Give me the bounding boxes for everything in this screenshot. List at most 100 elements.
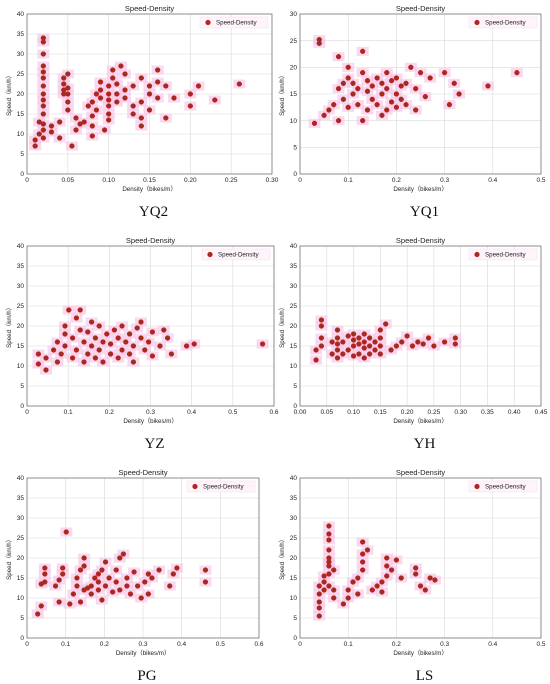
legend-label: Speed-Density: [203, 484, 244, 491]
data-point: [393, 91, 400, 97]
data-point: [81, 555, 87, 561]
data-point: [106, 83, 112, 89]
y-axis-label: Speed（km/h）: [6, 72, 13, 116]
data-point: [451, 80, 457, 86]
data-point: [89, 123, 95, 129]
x-tick-label: 0.00: [294, 409, 307, 416]
data-point: [331, 595, 337, 601]
legend-label: Speed-Density: [485, 484, 526, 491]
data-point: [96, 323, 102, 329]
data-point: [138, 115, 144, 121]
y-tick-label: 15: [17, 575, 25, 582]
data-point: [42, 565, 48, 571]
y-tick-label: 30: [290, 283, 298, 290]
data-point: [35, 361, 42, 367]
chart-title: Speed-Density: [396, 236, 445, 245]
data-point: [335, 86, 342, 92]
data-point: [329, 339, 335, 345]
data-point: [364, 88, 371, 94]
data-point: [119, 323, 125, 329]
data-point: [155, 67, 161, 73]
data-point: [355, 575, 361, 581]
data-point: [350, 579, 356, 585]
data-point: [114, 91, 120, 97]
plot-frame: [26, 477, 260, 639]
y-tick-label: 30: [17, 515, 25, 522]
y-tick-label: 40: [17, 243, 25, 250]
data-point: [81, 359, 87, 365]
data-point: [95, 579, 102, 585]
data-point: [65, 107, 71, 113]
data-point: [404, 333, 410, 339]
x-tick-label: 0.5: [228, 409, 237, 416]
data-point: [61, 81, 67, 87]
data-point: [65, 85, 71, 91]
x-axis-label: Density（bikes/m）: [393, 650, 447, 657]
data-point: [63, 529, 69, 535]
legend-marker: [474, 251, 480, 258]
data-point: [97, 79, 104, 85]
data-point: [110, 75, 116, 81]
data-point: [119, 347, 125, 353]
data-point: [388, 347, 394, 353]
chart-title: Speed-Density: [396, 4, 445, 13]
data-point: [393, 343, 400, 349]
data-point: [106, 91, 112, 97]
data-point: [383, 321, 389, 327]
y-axis-label: Speed（km/h）: [279, 304, 286, 348]
y-tick-label: 25: [17, 71, 25, 78]
data-point: [89, 133, 95, 139]
x-tick-label: 0.4: [177, 641, 186, 648]
data-point: [360, 567, 366, 573]
data-point: [85, 103, 91, 109]
data-point: [130, 359, 137, 365]
data-point: [212, 97, 218, 103]
legend-marker: [192, 483, 198, 490]
data-point: [377, 343, 383, 349]
y-tick-label: 5: [20, 383, 24, 390]
legend: Speed-Density: [468, 480, 538, 493]
data-point: [174, 565, 180, 571]
data-point: [369, 587, 375, 593]
legend-marker: [205, 19, 211, 26]
data-point: [452, 335, 458, 341]
x-tick-label: 0.5: [536, 177, 545, 184]
y-tick-label: 10: [290, 363, 298, 370]
y-tick-label: 35: [17, 495, 25, 502]
data-point: [427, 75, 433, 81]
y-tick-label: 35: [290, 263, 298, 270]
x-tick-label: 0.15: [143, 177, 156, 184]
data-point: [452, 341, 458, 347]
panel-caption: YQ2: [139, 204, 168, 220]
chart-title: Speed-Density: [126, 236, 175, 245]
legend-label: Speed-Density: [218, 252, 259, 259]
data-point: [316, 599, 322, 605]
data-point: [335, 118, 342, 124]
x-tick-label: 0.1: [64, 409, 73, 416]
data-point: [92, 575, 98, 581]
x-tick-label: 0.1: [344, 177, 353, 184]
data-point: [40, 111, 46, 117]
x-tick-label: 0.4: [187, 409, 196, 416]
data-point: [321, 587, 327, 593]
x-tick-label: 0.15: [374, 409, 387, 416]
data-point: [102, 583, 109, 589]
data-point: [60, 565, 66, 571]
y-tick-label: 25: [290, 38, 298, 45]
data-point: [32, 143, 38, 149]
data-point: [115, 355, 121, 361]
data-point: [398, 96, 404, 102]
data-point: [187, 103, 193, 109]
legend-box: [199, 16, 269, 29]
data-point: [113, 567, 119, 573]
data-point: [106, 575, 112, 581]
data-point: [40, 135, 46, 141]
data-point: [366, 351, 373, 357]
y-tick-label: 30: [290, 515, 298, 522]
chart-title: Speed-Density: [396, 468, 445, 477]
data-point: [40, 103, 46, 109]
data-point: [326, 537, 332, 543]
data-point: [81, 563, 87, 569]
y-tick-label: 15: [290, 91, 298, 98]
data-point: [340, 80, 347, 86]
